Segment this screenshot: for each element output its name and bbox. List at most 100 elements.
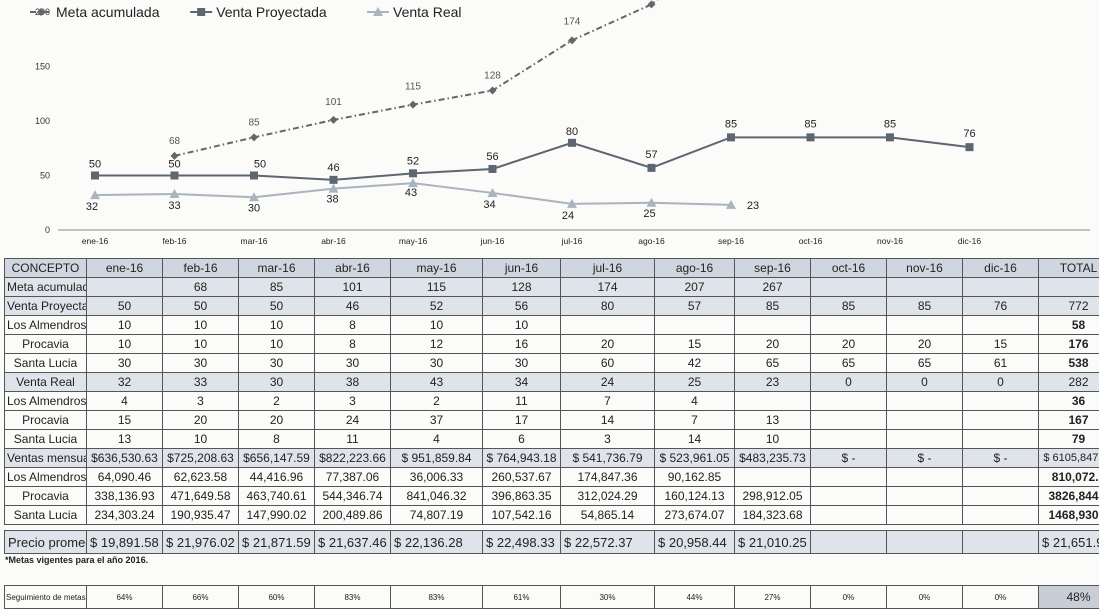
table-cell xyxy=(963,468,1039,487)
table-cell: 160,124.13 xyxy=(655,487,735,506)
table-cell: $656,147.59 xyxy=(239,449,315,468)
table-cell: 62,623.58 xyxy=(163,468,239,487)
table-row: Venta Proyectada505050465256805785858576… xyxy=(5,297,1099,316)
table-cell: 772 xyxy=(1039,297,1099,316)
table-cell: 10 xyxy=(483,316,561,335)
data-label: 85 xyxy=(884,118,896,130)
data-label: 128 xyxy=(484,70,501,81)
precio-cell: $ 22,498.33 xyxy=(483,531,561,554)
table-cell: 90,162.85 xyxy=(655,468,735,487)
table-cell: $ 6105,847.12 xyxy=(1039,449,1099,468)
table-cell: 20 xyxy=(811,335,887,354)
seguimiento-cell: 60% xyxy=(239,586,315,609)
table-cell xyxy=(963,278,1039,297)
table-cell: 79 xyxy=(1039,430,1099,449)
table-cell: 267 xyxy=(735,278,811,297)
table-row: Ventas mensual$636,530.63$725,208.63$656… xyxy=(5,449,1099,468)
table-cell xyxy=(87,278,163,297)
series-point xyxy=(727,133,735,141)
table-cell xyxy=(735,392,811,411)
table-cell: 463,740.61 xyxy=(239,487,315,506)
header-cell: CONCEPTO xyxy=(5,259,87,278)
precio-cell: $ 22,572.37 xyxy=(561,531,655,554)
precio-cell: $ 22,136.28 xyxy=(391,531,483,554)
table-cell: 15 xyxy=(87,411,163,430)
table-cell: $ 541,736.79 xyxy=(561,449,655,468)
table-cell xyxy=(811,316,887,335)
table-cell: 58 xyxy=(1039,316,1099,335)
table-cell: 101 xyxy=(315,278,391,297)
precio-cell: $ 21,637.46 xyxy=(315,531,391,554)
table-cell: 234,303.24 xyxy=(87,506,163,525)
header-cell: mar-16 xyxy=(239,259,315,278)
table-cell: 34 xyxy=(483,373,561,392)
sales-line-chart: 300250200150100500ene-16feb-16mar-16abr-… xyxy=(0,0,1099,258)
series-point xyxy=(409,101,417,109)
x-tick-label: ago-16 xyxy=(638,236,665,246)
data-label: 52 xyxy=(407,155,419,167)
precio-cell: $ 21,010.25 xyxy=(735,531,811,554)
data-label: 76 xyxy=(963,128,975,140)
table-cell: 396,863.35 xyxy=(483,487,561,506)
x-tick-label: may-16 xyxy=(399,236,428,246)
table-cell: 298,912.05 xyxy=(735,487,811,506)
table-cell xyxy=(735,468,811,487)
header-cell: jul-16 xyxy=(561,259,655,278)
table-cell: 10 xyxy=(163,335,239,354)
table-cell: 65 xyxy=(811,354,887,373)
table-cell: 68 xyxy=(163,278,239,297)
data-label: 33 xyxy=(168,200,180,212)
table-cell: 3 xyxy=(163,392,239,411)
header-cell: may-16 xyxy=(391,259,483,278)
table-cell xyxy=(887,316,963,335)
table-cell: 174 xyxy=(561,278,655,297)
header-cell: ene-16 xyxy=(87,259,163,278)
table-cell: 36 xyxy=(1039,392,1099,411)
precio-cell xyxy=(811,531,887,554)
x-tick-label: ene-16 xyxy=(82,236,109,246)
series-point xyxy=(966,143,974,151)
series-line-0 xyxy=(175,0,732,156)
data-label: 68 xyxy=(169,136,181,147)
row-label: Procavia xyxy=(5,335,87,354)
table-cell: 65 xyxy=(887,354,963,373)
data-label: 85 xyxy=(804,118,816,130)
table-cell: 15 xyxy=(655,335,735,354)
y-tick-label: 50 xyxy=(40,171,50,181)
legend-label: Venta Real xyxy=(393,4,462,20)
data-label: 46 xyxy=(327,162,339,174)
table-cell: 3826,844.0 xyxy=(1039,487,1099,506)
table-cell: 57 xyxy=(655,297,735,316)
legend-label: Meta acumulada xyxy=(56,4,160,20)
header-cell: oct-16 xyxy=(811,259,887,278)
data-label: 85 xyxy=(725,118,737,130)
table-cell: 338,136.93 xyxy=(87,487,163,506)
table-cell: $483,235.73 xyxy=(735,449,811,468)
table-cell: $725,208.63 xyxy=(163,449,239,468)
table-cell: 15 xyxy=(963,335,1039,354)
series-point xyxy=(330,116,338,124)
data-label: 24 xyxy=(562,210,574,222)
table-cell xyxy=(887,468,963,487)
series-point xyxy=(409,169,417,177)
table-cell: 30 xyxy=(239,354,315,373)
table-cell: 38 xyxy=(315,373,391,392)
table-cell: 200,489.86 xyxy=(315,506,391,525)
row-label: Los Almendros xyxy=(5,316,87,335)
table-cell: 33 xyxy=(163,373,239,392)
table-cell: 24 xyxy=(315,411,391,430)
seguimiento-cell: 0% xyxy=(811,586,887,609)
data-label: 50 xyxy=(89,159,101,171)
series-point xyxy=(568,139,576,147)
table-cell: 65 xyxy=(735,354,811,373)
table-cell xyxy=(887,278,963,297)
data-label: 34 xyxy=(483,199,495,211)
table-cell: 2 xyxy=(239,392,315,411)
seguimiento-cell: 48% xyxy=(1039,586,1099,609)
table-cell: 43 xyxy=(391,373,483,392)
